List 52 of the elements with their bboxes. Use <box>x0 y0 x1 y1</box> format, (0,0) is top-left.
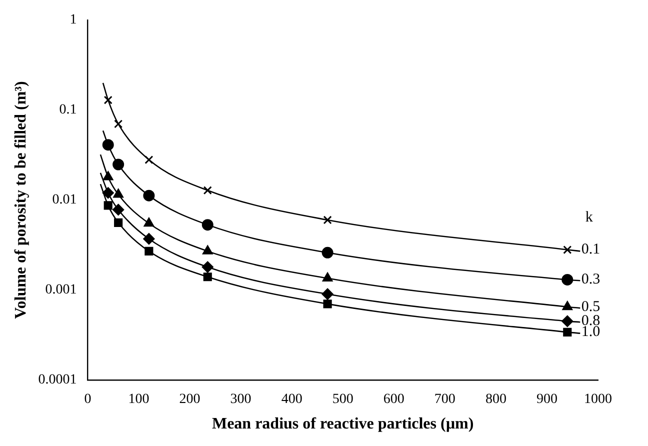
point <box>563 245 572 254</box>
point <box>114 218 123 227</box>
point <box>112 204 124 216</box>
y-tick-label: 0.0001 <box>38 372 77 388</box>
point <box>103 171 114 180</box>
point <box>202 219 214 231</box>
x-tick-label: 500 <box>332 392 354 408</box>
point <box>562 301 572 310</box>
point <box>202 261 214 273</box>
x-tick-label: 0 <box>84 392 92 408</box>
x-tick-label: 400 <box>281 392 302 408</box>
x-tick-label: 700 <box>434 392 456 408</box>
x-axis-title: Mean radius of reactive particles (µm) <box>212 416 474 433</box>
series-label: 0.5 <box>581 298 600 315</box>
point <box>144 155 154 164</box>
point <box>202 245 213 254</box>
point <box>104 201 112 210</box>
point <box>322 288 334 300</box>
point <box>562 274 574 286</box>
y-tick-label: 0.01 <box>52 192 77 208</box>
point <box>102 139 114 151</box>
x-tick-label: 300 <box>230 392 252 408</box>
point <box>143 233 155 245</box>
point <box>562 315 574 327</box>
x-tick-label: 100 <box>128 392 150 408</box>
x-tick-label: 200 <box>179 392 200 408</box>
series-label: 0.1 <box>581 242 600 258</box>
legend-title: k <box>585 210 594 226</box>
point <box>203 272 212 282</box>
point <box>203 186 212 195</box>
x-tick-label: 800 <box>485 392 506 408</box>
point <box>144 218 154 227</box>
point <box>563 328 572 336</box>
point <box>104 96 112 104</box>
series-label: 0.3 <box>581 272 600 288</box>
point <box>113 188 124 198</box>
x-tick-label: 600 <box>383 392 404 408</box>
x-tick-label: 1000 <box>584 392 612 408</box>
point <box>102 187 114 199</box>
point <box>323 216 332 224</box>
x-tick-label: 900 <box>536 392 558 408</box>
point <box>323 300 332 308</box>
point <box>114 120 123 128</box>
y-tick-label: 0.1 <box>59 102 77 118</box>
point <box>144 246 154 256</box>
point <box>322 246 334 258</box>
point <box>143 190 155 202</box>
point <box>322 272 333 282</box>
y-axis-title: Volume of porosity to be filled (m³) <box>12 81 30 319</box>
point <box>112 158 124 170</box>
y-tick-label: 1 <box>70 12 77 28</box>
y-tick-label: 0.001 <box>45 282 77 298</box>
